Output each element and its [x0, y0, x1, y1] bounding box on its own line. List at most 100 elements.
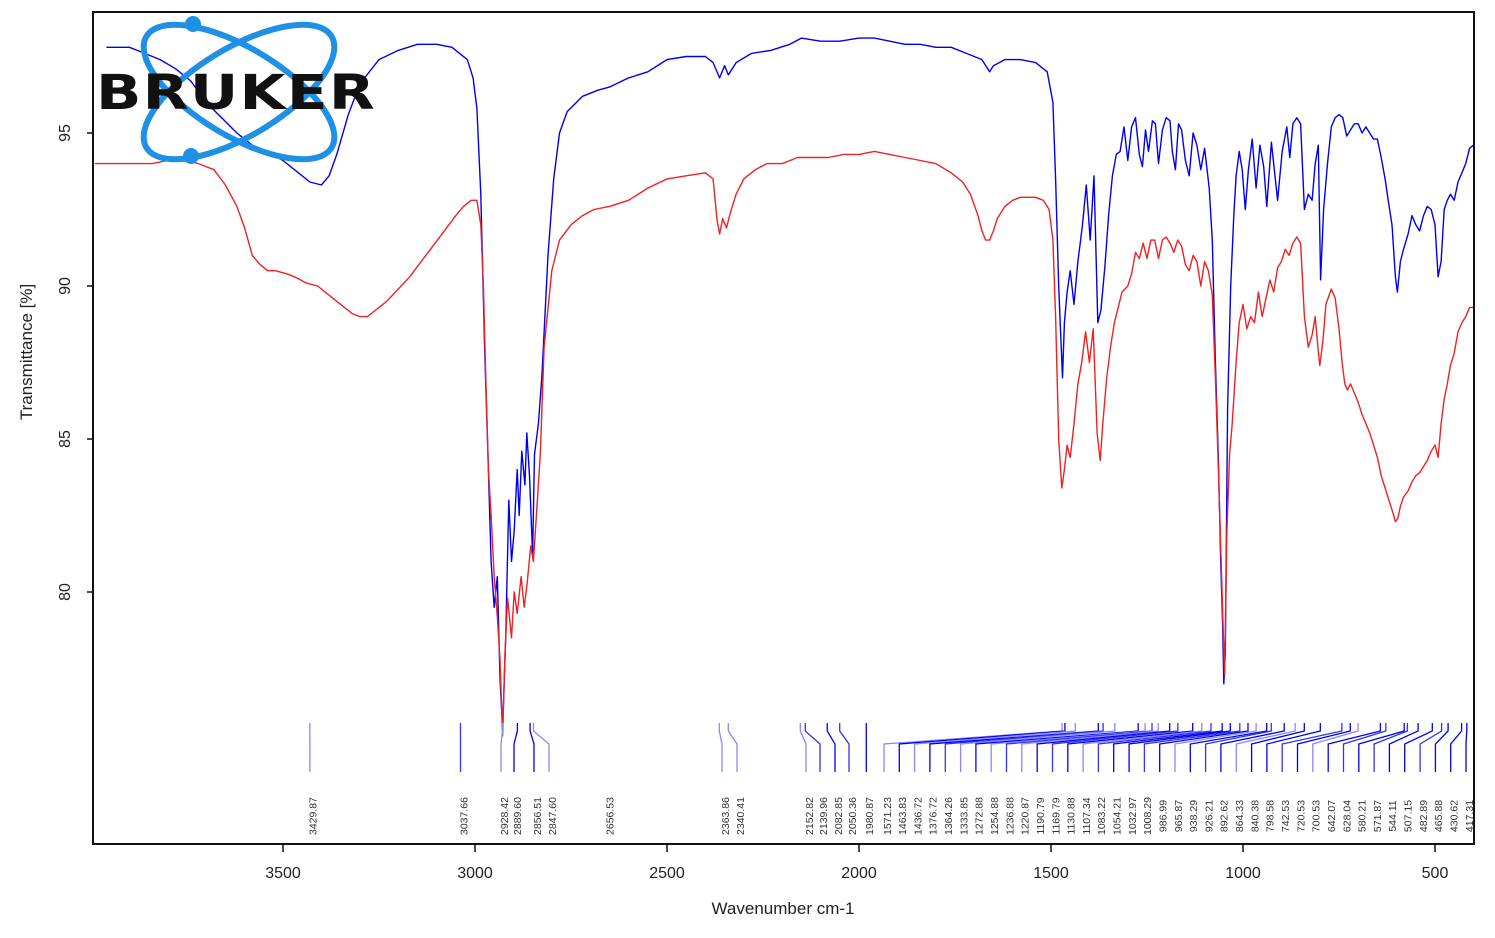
x-tick-label: 2500	[649, 865, 685, 882]
peak-label: 544.11	[1387, 800, 1399, 831]
peak-marker	[944, 723, 1104, 772]
peak-marker	[500, 723, 504, 772]
peak-marker	[1174, 723, 1257, 772]
peak-marker	[804, 723, 821, 772]
peak-marker	[532, 723, 550, 772]
peak-marker	[913, 723, 1076, 772]
logo-orbit-right	[140, 21, 338, 163]
peak-label: 720.53	[1295, 800, 1307, 832]
peak-label: 1272.88	[974, 797, 986, 835]
peak-marker	[959, 723, 1116, 772]
x-tick-label: 3500	[265, 865, 301, 882]
peak-marker	[1051, 723, 1179, 772]
peak-marker	[1097, 723, 1212, 772]
peak-marker	[1450, 723, 1463, 772]
peak-marker	[898, 723, 1066, 772]
peak-label: 965.87	[1173, 800, 1185, 832]
plot-frame	[92, 11, 1475, 845]
peak-label: 3037.66	[458, 797, 470, 835]
peak-label: 1107.34	[1081, 797, 1093, 834]
peak-marker	[1312, 723, 1359, 772]
bruker-logo: BRUKER	[96, 16, 375, 164]
y-tick-label: 95	[57, 124, 74, 142]
peak-label: 1220.87	[1020, 797, 1032, 835]
logo-orbit-left	[140, 21, 338, 163]
peak-marker	[975, 723, 1139, 772]
peak-marker	[1021, 723, 1159, 772]
peak-label: 571.87	[1372, 800, 1384, 832]
peak-marker	[839, 723, 850, 772]
logo-node-top	[185, 16, 201, 32]
peak-label: 798.58	[1265, 800, 1277, 832]
peak-label: 938.29	[1188, 800, 1200, 832]
peak-label: 1054.21	[1112, 797, 1124, 835]
peak-label: 1333.85	[958, 797, 970, 835]
peak-marker	[1082, 723, 1203, 772]
x-tick-label: 2000	[841, 865, 877, 882]
peak-marker	[1250, 723, 1305, 772]
peak-label: 417.31	[1464, 800, 1476, 832]
peak-marker-group: 3429.87 3037.66 2928.42 2889.60 2856.51 2847.…	[308, 723, 1476, 835]
peak-label: 1980.87	[864, 797, 876, 835]
peak-marker	[1419, 723, 1443, 772]
y-tick-label: 85	[57, 430, 74, 448]
peak-marker	[1358, 723, 1405, 772]
peak-label: 2340.41	[735, 797, 747, 835]
peak-label: 2139.96	[818, 797, 830, 835]
peak-label: 986.99	[1157, 800, 1169, 832]
x-axis-title: Wavenumber cm-1	[712, 899, 855, 918]
peak-marker	[826, 723, 836, 772]
peak-label: 1436.72	[912, 797, 924, 835]
peak-label: 2050.36	[847, 797, 859, 835]
peak-label: 2152.82	[804, 797, 816, 835]
peak-label: 430.62	[1448, 800, 1460, 832]
peak-label: 1130.88	[1066, 797, 1078, 834]
peak-label: 1236.88	[1004, 797, 1016, 835]
peak-marker	[1204, 723, 1272, 772]
peak-marker	[883, 723, 1063, 772]
peak-label: 1376.72	[928, 797, 940, 835]
peak-label: 742.53	[1280, 800, 1292, 832]
peak-marker	[1404, 723, 1433, 772]
peak-label: 700.53	[1311, 800, 1323, 832]
peak-label: 642.07	[1326, 800, 1338, 832]
peak-label: 628.04	[1341, 800, 1353, 832]
peak-marker	[1159, 723, 1249, 772]
peak-marker	[727, 723, 738, 772]
peak-marker	[1296, 723, 1351, 772]
peak-label: 1463.83	[897, 797, 909, 835]
peak-marker	[929, 723, 1099, 772]
y-tick-label: 90	[57, 277, 74, 295]
peak-label: 3429.87	[308, 797, 320, 835]
x-tick-label: 1000	[1225, 865, 1261, 882]
peak-marker	[718, 723, 723, 772]
series-line-red	[94, 150, 1474, 737]
peak-label: 1364.26	[943, 797, 955, 835]
peak-label: 2363.86	[720, 797, 732, 835]
peak-label: 892.62	[1219, 800, 1231, 832]
peak-label: 2889.60	[512, 797, 524, 835]
peak-label: 2856.51	[532, 797, 544, 835]
peak-marker	[1128, 723, 1231, 772]
peak-label: 1254.88	[989, 797, 1001, 835]
peak-marker	[1143, 723, 1241, 772]
peak-label: 1032.97	[1127, 797, 1139, 835]
y-axis-title: Transmittance [%]	[17, 284, 36, 420]
peak-marker	[1465, 723, 1468, 772]
peak-marker	[1388, 723, 1419, 772]
logo-node-bottom	[183, 148, 199, 164]
peak-marker	[1373, 723, 1409, 772]
x-tick-label: 3000	[457, 865, 493, 882]
peak-marker	[1005, 723, 1153, 772]
peak-marker	[1434, 723, 1449, 772]
peak-label: 926.21	[1203, 800, 1215, 832]
peak-marker	[513, 723, 519, 772]
axes-group: 3500 3000 2500 2000 1500 1000 500 80 85 90 95	[57, 124, 1448, 882]
peak-marker	[990, 723, 1146, 772]
peak-label: 580.21	[1357, 800, 1369, 832]
peak-marker	[1067, 723, 1194, 772]
peak-label: 1190.79	[1035, 797, 1047, 834]
peak-marker	[1036, 723, 1171, 772]
peak-label: 1169.79	[1050, 797, 1062, 834]
